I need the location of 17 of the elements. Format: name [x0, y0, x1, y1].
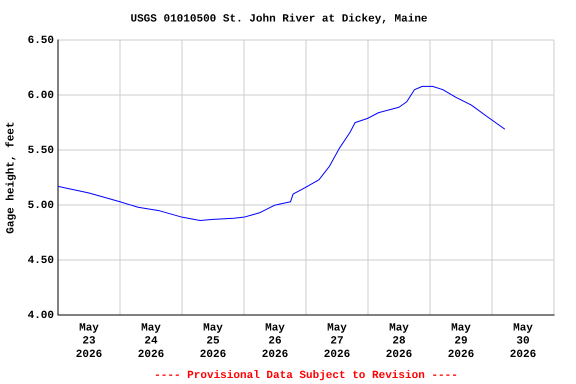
- x-tick-label: May 24 2026: [138, 322, 164, 361]
- y-axis-title: Gage height, feet: [4, 121, 18, 234]
- y-tick-label: 5.50: [28, 144, 54, 157]
- y-tick-label: 6.50: [28, 34, 54, 47]
- y-tick-label: 6.00: [28, 90, 54, 102]
- y-tick-label: 5.00: [28, 200, 54, 212]
- x-tick-label: May 29 2026: [448, 322, 474, 361]
- x-tick-label: May 26 2026: [262, 322, 288, 361]
- chart-title: USGS 01010500 St. John River at Dickey, Maine: [130, 13, 428, 26]
- y-tick-label: 4.00: [28, 310, 54, 322]
- text: ---- Provisional Data Subject to Revision ----: [154, 370, 458, 382]
- y-tick-label: 4.50: [28, 254, 54, 267]
- x-tick-label: May 27 2026: [324, 322, 350, 361]
- x-tick-label: May 23 2026: [76, 322, 102, 361]
- x-tick-label: May 28 2026: [386, 322, 412, 361]
- x-tick-label: May 30 2026: [510, 322, 536, 361]
- x-tick-label: May 25 2026: [200, 322, 226, 361]
